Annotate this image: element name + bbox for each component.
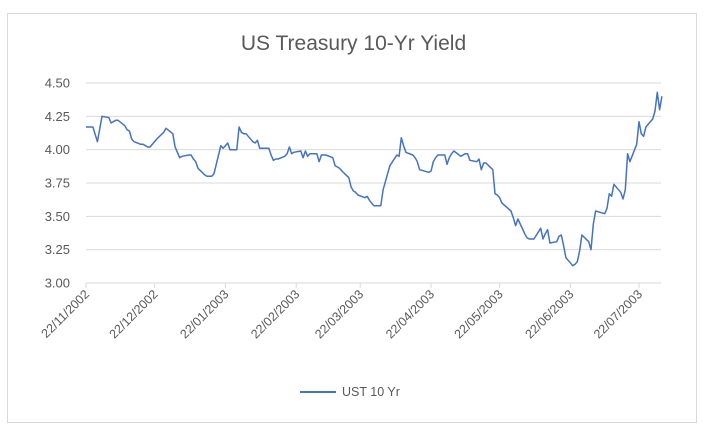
legend: UST 10 Yr <box>300 385 400 399</box>
x-tick-label: 22/11/2002 <box>39 287 93 341</box>
x-tick-label: 22/01/2003 <box>177 287 231 341</box>
x-tick-label: 22/04/2003 <box>383 287 437 341</box>
x-tick-label: 22/02/2003 <box>248 287 302 341</box>
gridlines <box>86 82 661 284</box>
y-tick-label: 3.50 <box>45 209 70 224</box>
y-axis: 4.50 4.25 4.00 3.75 3.50 3.25 3.00 <box>45 76 70 291</box>
y-tick-label: 3.75 <box>45 176 70 191</box>
y-tick-label: 3.00 <box>45 276 70 291</box>
x-tick-label: 22/12/2002 <box>107 287 161 341</box>
x-axis: 22/11/2002 22/12/2002 22/01/2003 22/02/2003… <box>39 283 645 341</box>
chart-title: US Treasury 10-Yr Yield <box>240 32 467 55</box>
y-tick-label: 4.25 <box>45 109 70 124</box>
x-tick-label: 22/03/2003 <box>312 287 366 341</box>
legend-line-swatch <box>300 391 336 393</box>
y-tick-label: 3.25 <box>45 242 70 257</box>
y-tick-label: 4.00 <box>45 142 70 157</box>
x-tick-label: 22/07/2003 <box>591 287 645 341</box>
x-tick-label: 22/06/2003 <box>522 287 576 341</box>
chart-area <box>7 13 697 423</box>
series-line-ust-10yr <box>86 91 663 267</box>
x-tick-label: 22/05/2003 <box>452 287 506 341</box>
legend-label: UST 10 Yr <box>342 385 400 399</box>
y-tick-label: 4.50 <box>45 76 70 91</box>
